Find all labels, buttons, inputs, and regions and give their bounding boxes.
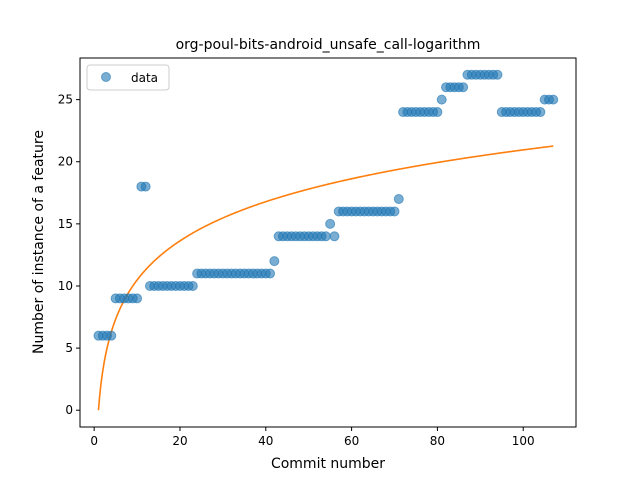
- y-tick-label: 10: [58, 279, 73, 293]
- legend: data: [86, 64, 170, 91]
- x-tick-label: 0: [90, 434, 98, 448]
- x-axis-ticks: 0 20 40 60 80 100: [90, 427, 535, 448]
- data-point: [436, 94, 447, 105]
- data-point: [140, 181, 151, 192]
- data-point: [389, 206, 400, 217]
- y-axis-label: Number of instance of a feature: [31, 130, 47, 354]
- plot-frame: [79, 57, 577, 428]
- y-tick-label: 5: [65, 341, 73, 355]
- scatter-points-layer: [93, 69, 559, 341]
- data-point: [325, 218, 336, 229]
- legend-label-data: data: [131, 71, 158, 85]
- legend-marker-data: [101, 72, 111, 82]
- data-point: [106, 330, 117, 341]
- legend-box: [86, 64, 170, 91]
- x-tick-label: 40: [258, 434, 273, 448]
- x-tick-label: 60: [344, 434, 359, 448]
- data-point: [187, 280, 198, 291]
- fit-line: [97, 145, 554, 411]
- data-point: [269, 256, 280, 267]
- x-tick-label: 80: [430, 434, 445, 448]
- data-point: [329, 231, 340, 242]
- x-tick-label: 20: [172, 434, 187, 448]
- y-tick-label: 20: [58, 155, 73, 169]
- data-point: [432, 107, 443, 118]
- data-point: [535, 107, 546, 118]
- data-point: [132, 293, 143, 304]
- y-axis-ticks: 0 5 10 15 20 25: [58, 93, 80, 417]
- data-point: [548, 94, 559, 105]
- data-point: [393, 194, 404, 205]
- x-tick-label: 100: [512, 434, 535, 448]
- data-point: [320, 231, 331, 242]
- y-tick-label: 0: [65, 403, 73, 417]
- data-point: [265, 268, 276, 279]
- y-tick-label: 25: [58, 93, 73, 107]
- data-point: [458, 82, 469, 93]
- y-tick-label: 15: [58, 217, 73, 231]
- fit-curve-layer: [97, 145, 554, 411]
- chart-title: org-poul-bits-android_unsafe_call-logari…: [176, 37, 481, 53]
- data-point: [492, 69, 503, 80]
- x-axis-label: Commit number: [271, 456, 385, 472]
